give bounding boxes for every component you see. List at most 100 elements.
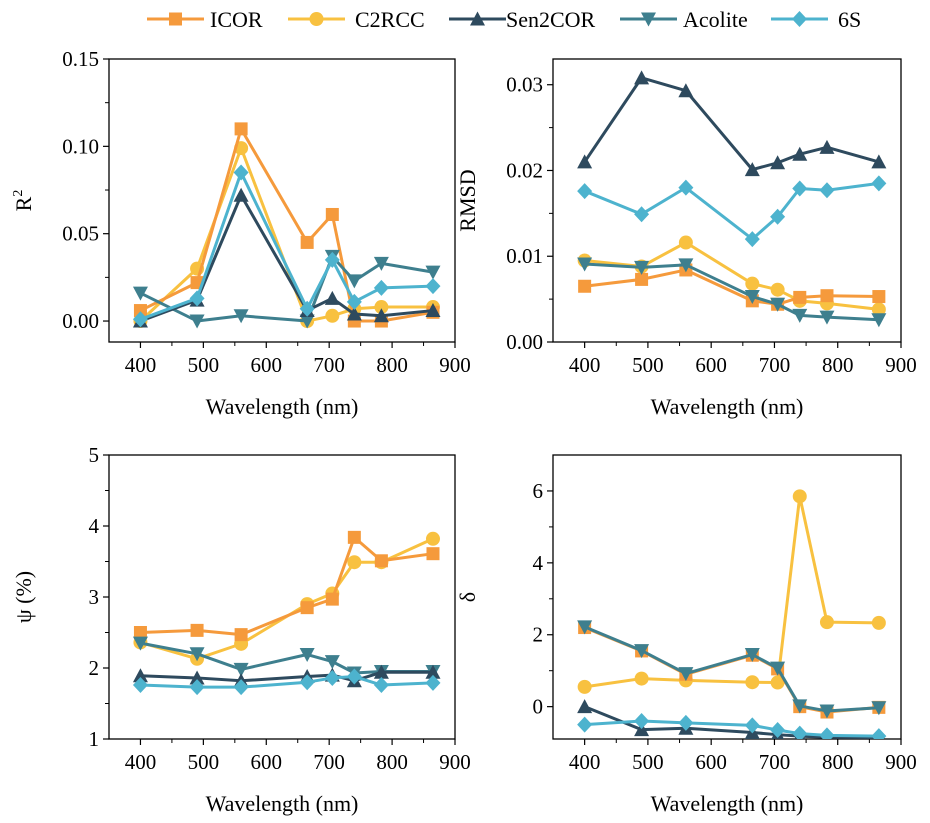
data-point-sen2cor	[792, 146, 808, 161]
plot-frame	[108, 58, 456, 343]
x-tick-label: 400	[125, 750, 157, 774]
data-point-6s	[871, 728, 887, 739]
series-line-acolite	[140, 641, 433, 675]
data-point-sen2cor	[233, 187, 249, 202]
data-point-acolite	[871, 701, 887, 716]
series-line-c2rcc	[584, 494, 879, 689]
data-point-c2rcc	[577, 679, 592, 694]
data-point-6s	[346, 293, 362, 310]
y-tick-label: 0.00	[506, 330, 543, 354]
data-point-6s	[819, 727, 835, 739]
data-point-sen2cor	[770, 155, 786, 170]
data-point-sen2cor	[577, 154, 593, 169]
data-point-acolite	[744, 290, 760, 305]
legend-marker-icor	[169, 12, 182, 26]
panel-2: 400 500 600 700 800 900 0.00 0.01 0.02 0.03 Wavele…	[455, 58, 917, 419]
legend-label-c2rcc: C2RCC	[355, 7, 425, 32]
data-point-6s	[678, 179, 694, 196]
data-point-icor	[426, 547, 440, 561]
y-tick-label: 4	[89, 514, 100, 538]
data-point-icor	[820, 289, 834, 303]
y-tick-label: 4	[533, 551, 544, 575]
data-point-sen2cor	[373, 664, 389, 679]
data-point-c2rcc	[745, 276, 760, 291]
series-group	[132, 122, 441, 329]
x-tick-label: 900	[885, 353, 917, 377]
plot-frame	[552, 58, 902, 343]
series-line-icor	[584, 626, 879, 714]
data-point-sen2cor	[324, 290, 340, 305]
x-tick-label: 600	[695, 353, 727, 377]
series-line-sen2cor	[139, 193, 434, 323]
legend-marker-acolite	[641, 12, 656, 27]
x-tick-label: 800	[376, 353, 408, 377]
data-point-acolite	[299, 314, 315, 329]
legend-label-acolite: Acolite	[683, 7, 748, 32]
series-line-6s	[584, 719, 879, 738]
data-point-6s	[373, 677, 389, 694]
plot-frame	[108, 454, 456, 740]
data-point-icor	[325, 207, 339, 221]
data-point-6s	[634, 713, 650, 730]
data-point-acolite	[324, 655, 340, 670]
y-tick-label: 0	[533, 695, 544, 719]
data-point-acolite	[189, 647, 205, 662]
data-point-icor	[793, 290, 807, 304]
data-point-6s	[189, 290, 205, 307]
legend-marker-sen2cor	[470, 11, 485, 26]
y-axis-label: ψ (%)	[11, 571, 36, 623]
plot-frame	[552, 454, 902, 740]
data-point-acolite	[770, 661, 786, 676]
data-point-acolite	[819, 704, 835, 719]
y-tick-label: 0.03	[506, 73, 543, 97]
data-point-sen2cor	[871, 154, 887, 169]
data-point-6s	[299, 674, 315, 691]
series-line-sen2cor	[140, 670, 433, 683]
y-tick-label: 6	[533, 479, 544, 503]
data-point-c2rcc	[871, 615, 886, 630]
data-point-6s	[233, 164, 249, 181]
y-tick-label: 5	[89, 443, 100, 467]
legend-label-6s: 6S	[838, 7, 861, 32]
data-point-c2rcc	[347, 555, 362, 570]
data-point-6s	[299, 300, 315, 317]
data-point-acolite	[634, 644, 650, 659]
data-point-6s	[189, 679, 205, 696]
data-point-icor	[325, 592, 339, 606]
data-point-icor	[300, 601, 314, 615]
series-line-c2rcc	[140, 537, 434, 661]
data-point-icor	[234, 628, 248, 642]
data-point-acolite	[132, 636, 148, 651]
x-tick-label: 800	[376, 750, 408, 774]
panels: 400 500 600 700 800 900 0.00 0.05 0.10 0.15 Wavele…	[11, 47, 917, 816]
x-tick-label: 500	[188, 750, 220, 774]
data-point-icor	[374, 554, 388, 568]
y-tick-label: 2	[533, 623, 544, 647]
x-tick-label: 900	[439, 750, 471, 774]
panel-4: 400 500 600 700 800 900 0 2 4 6 Wavelength (nm) δ	[455, 454, 917, 816]
legend-label-sen2cor: Sen2COR	[506, 7, 596, 32]
y-tick-label: 0.02	[506, 158, 543, 182]
data-point-acolite	[233, 309, 249, 324]
data-point-6s	[792, 725, 808, 739]
x-tick-label: 500	[632, 750, 664, 774]
x-axis-label: Wavelength (nm)	[651, 791, 804, 816]
x-tick-label: 800	[822, 750, 854, 774]
data-point-sen2cor	[373, 308, 389, 323]
series-line-sen2cor	[583, 76, 880, 172]
data-point-c2rcc	[425, 531, 440, 546]
data-point-icor	[133, 626, 147, 639]
data-point-sen2cor	[744, 162, 760, 177]
data-point-acolite	[425, 265, 441, 280]
data-point-sen2cor	[346, 306, 362, 321]
x-axis-label: Wavelength (nm)	[206, 394, 359, 419]
data-point-c2rcc	[678, 235, 693, 250]
data-point-c2rcc	[770, 282, 785, 297]
data-point-6s	[770, 722, 786, 739]
y-tick-label: 2	[89, 656, 100, 680]
legend: ICOR C2RCC Sen2COR Acolite 6S	[147, 7, 861, 32]
x-tick-label: 400	[569, 353, 601, 377]
series-line-c2rcc	[584, 241, 880, 311]
data-point-c2rcc	[325, 308, 340, 323]
